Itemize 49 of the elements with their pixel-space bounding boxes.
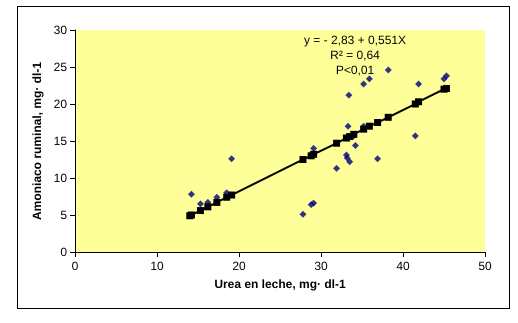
point — [346, 158, 354, 166]
point — [384, 66, 392, 74]
y-tick-label: 10 — [54, 171, 68, 185]
x-tick-label: 20 — [232, 259, 246, 273]
annotation: R² = 0,64 — [330, 48, 380, 62]
annotation: P<0,01 — [336, 63, 375, 77]
y-tick-label: 5 — [60, 208, 68, 222]
point — [374, 119, 382, 126]
point — [360, 126, 368, 133]
point — [213, 198, 220, 206]
x-tick-label: 10 — [150, 259, 164, 273]
point — [204, 203, 212, 210]
x-axis-title: Urea en leche, mg· dl-1 — [214, 277, 346, 291]
y-axis-title: Amoniaco ruminal, mg· dl-1 — [30, 62, 44, 220]
point — [345, 92, 352, 99]
point — [384, 114, 392, 121]
x-tick-label: 40 — [396, 259, 410, 273]
y-tick-label: 30 — [54, 23, 68, 37]
y-tick-label: 20 — [54, 97, 68, 111]
y-tick-label: 0 — [60, 245, 68, 259]
point — [196, 200, 204, 208]
point — [360, 80, 368, 88]
y-tick-label: 25 — [54, 60, 68, 74]
point — [442, 72, 450, 80]
point — [299, 210, 306, 218]
point — [188, 190, 195, 198]
point — [344, 122, 352, 130]
point — [442, 84, 450, 92]
point — [366, 122, 373, 130]
annotation: y = - 2,83 + 0,551X — [304, 33, 406, 47]
point — [310, 200, 318, 207]
y-tick-label: 15 — [54, 134, 68, 148]
point — [299, 156, 306, 163]
point — [310, 150, 318, 158]
point — [412, 132, 419, 140]
point — [415, 98, 422, 106]
point — [228, 192, 236, 199]
x-tick-label: 0 — [72, 259, 79, 273]
x-tick-label: 50 — [478, 259, 492, 273]
point — [352, 142, 359, 149]
point — [374, 155, 382, 162]
point — [415, 80, 422, 88]
x-tick-label: 30 — [314, 259, 328, 273]
point — [333, 164, 340, 172]
point — [366, 75, 373, 82]
point — [333, 140, 340, 147]
point — [196, 207, 204, 214]
point — [228, 155, 236, 162]
point — [310, 144, 318, 152]
